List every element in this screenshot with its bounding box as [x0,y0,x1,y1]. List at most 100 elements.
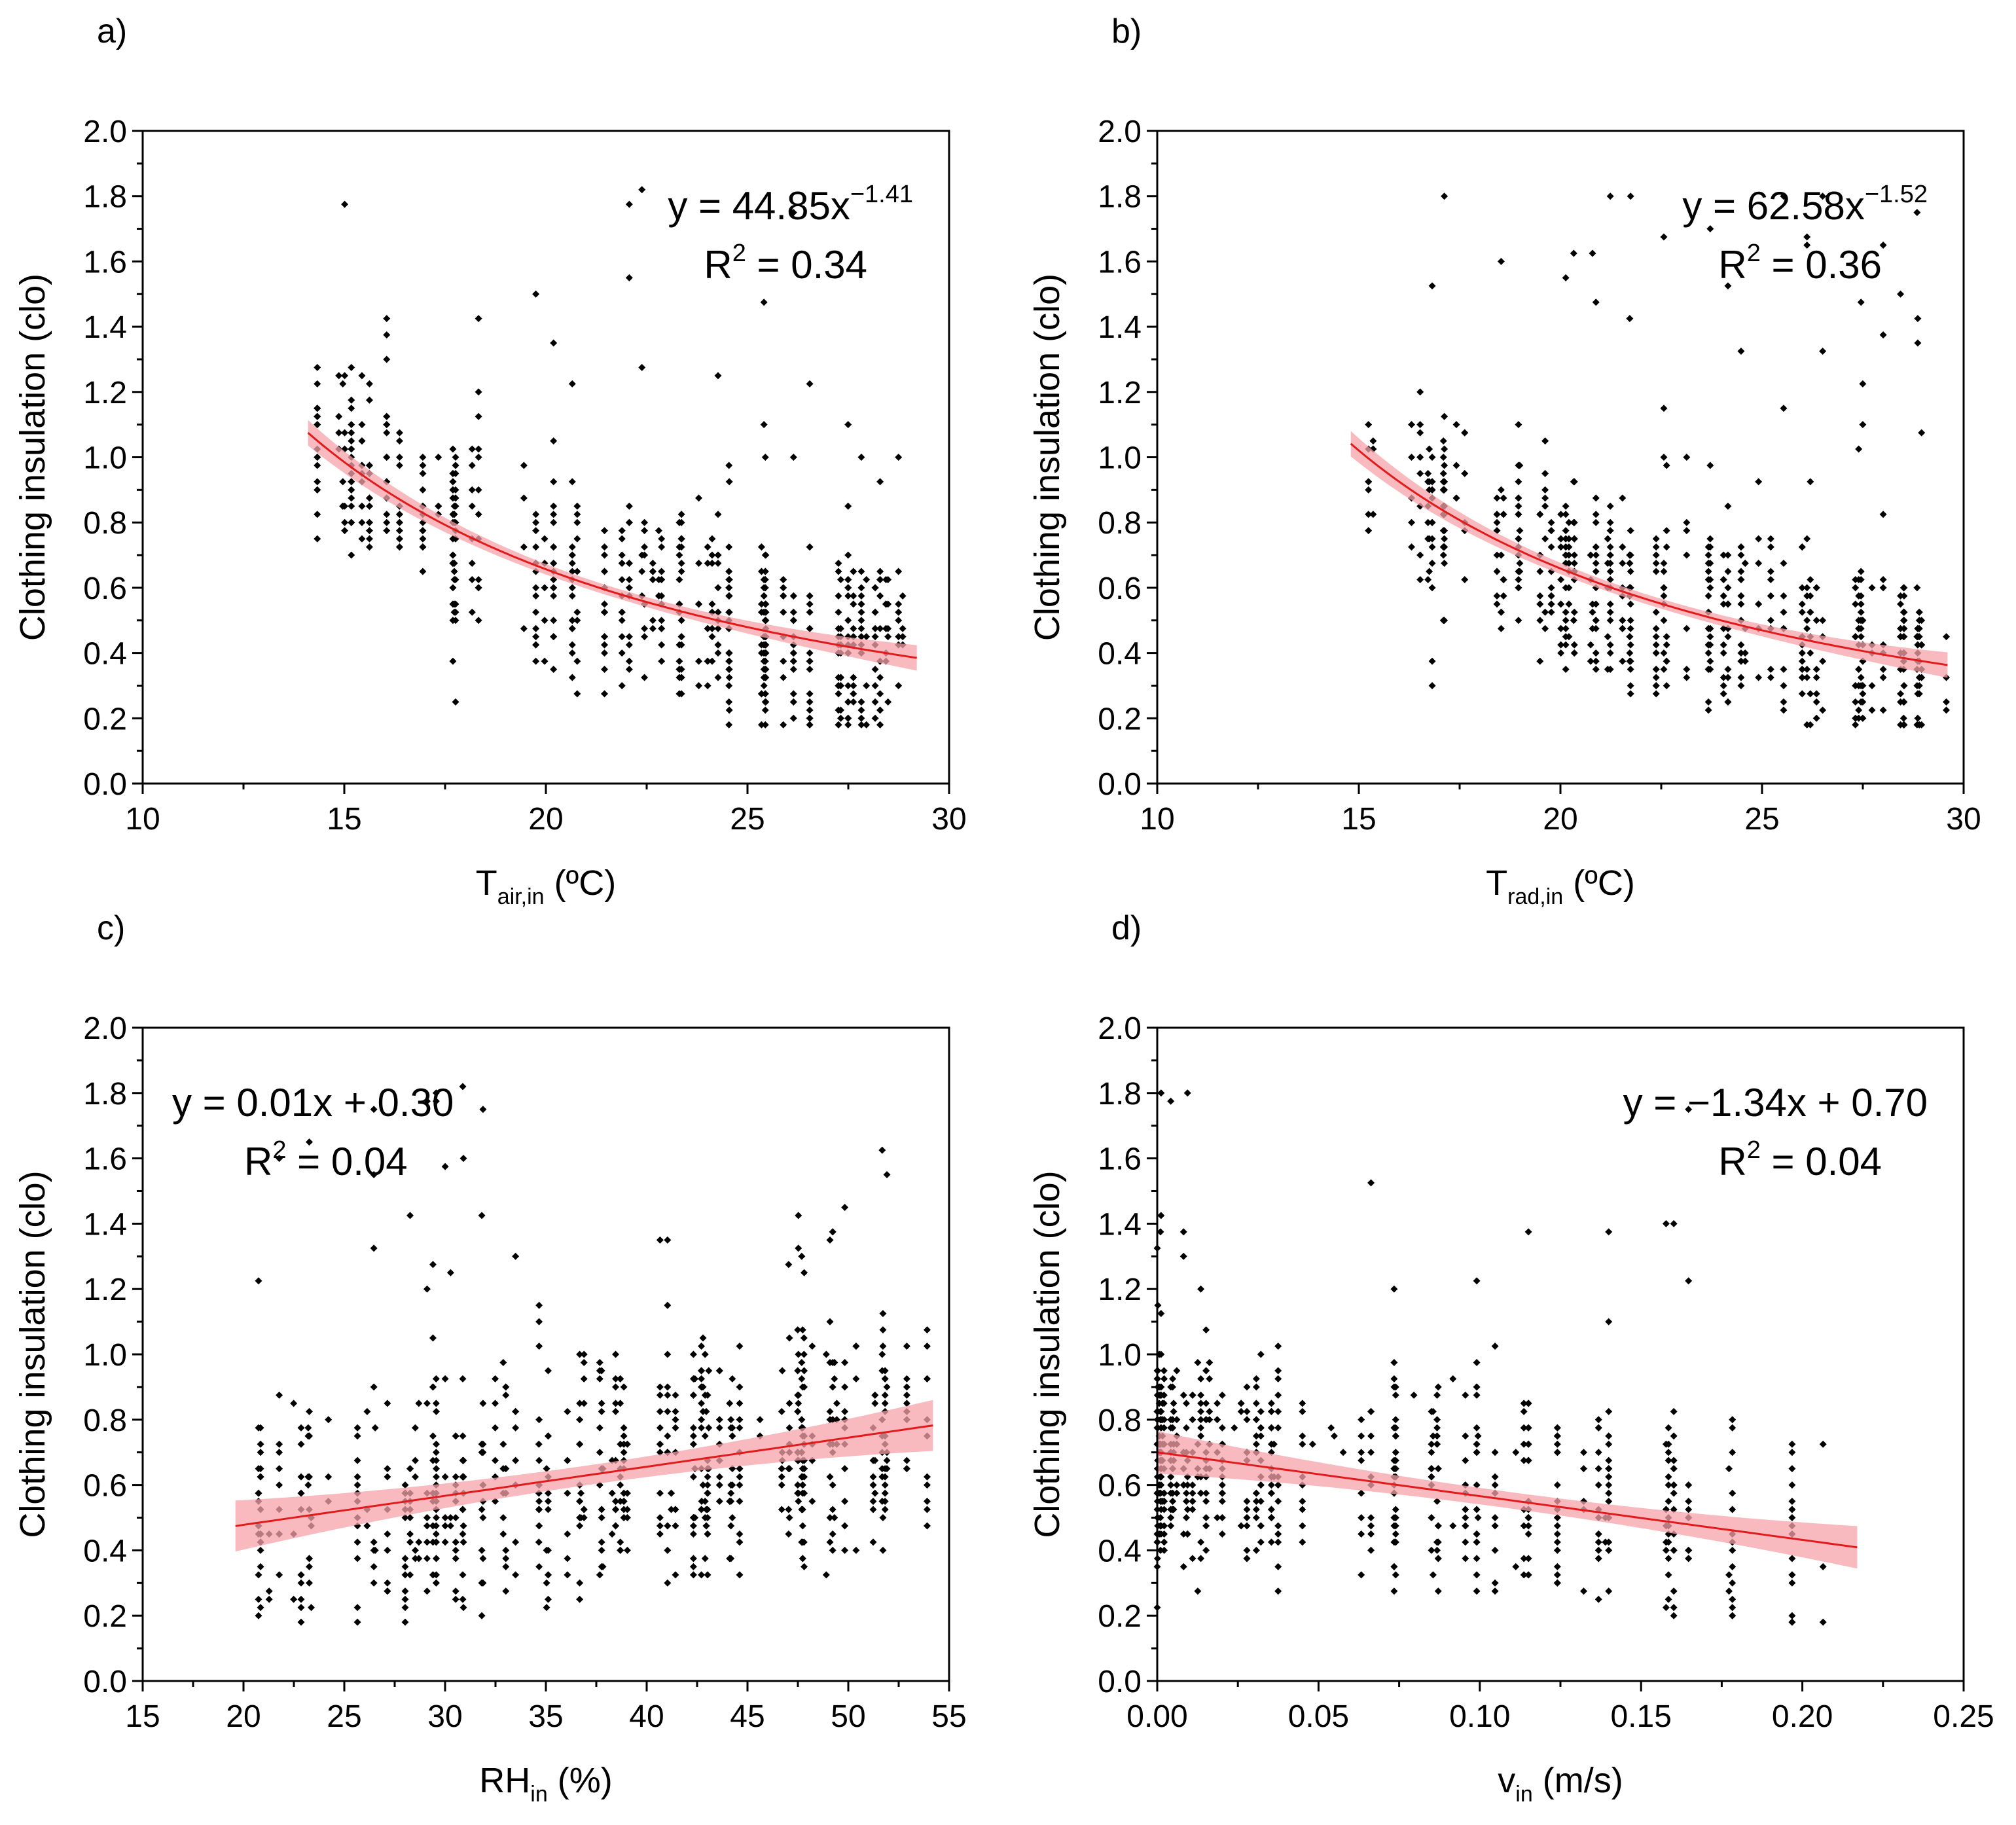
x-tick-label: 15 [125,1699,160,1734]
data-point [1547,527,1555,535]
data-point [532,624,540,632]
x-axis-label-main: v [1498,1761,1515,1800]
data-point [1257,1522,1265,1530]
data-point [608,1530,616,1538]
data-point [736,1538,744,1546]
data-point [1410,1391,1418,1399]
data-point [625,584,633,592]
data-point [1452,461,1460,469]
data-point [1524,1555,1532,1563]
data-point [729,1424,736,1432]
data-point [1358,1530,1365,1538]
data-point [1604,535,1611,543]
y-tick-label: 0.8 [83,506,127,541]
data-point [1737,674,1745,681]
data-point [512,1252,520,1260]
data-point [1605,1407,1613,1415]
data-point [1243,1498,1251,1506]
data-point [1788,1618,1796,1626]
data-point [306,1407,314,1415]
data-point [1197,1400,1205,1407]
confidence-band [1350,431,1948,678]
data-point [1670,1546,1678,1554]
data-point [371,1546,379,1554]
x-tick-label: 55 [931,1699,966,1734]
data-point [1683,527,1691,535]
data-point [871,1391,879,1399]
r-squared-value: = 0.04 [1761,1140,1882,1184]
data-point [1491,1546,1499,1554]
data-point [844,584,852,592]
data-point [879,1546,887,1554]
data-point [881,1375,889,1382]
data-point [794,1407,802,1415]
data-point [1157,1546,1164,1554]
data-point [598,1506,605,1513]
data-point [789,690,797,698]
fit-equation: y = −1.34x + 0.70 [1623,1081,1928,1125]
data-point [1365,511,1373,518]
data-point [618,681,626,689]
data-point [1663,681,1670,689]
data-point [801,1563,808,1570]
data-point [1183,1089,1191,1097]
data-point [857,706,865,714]
data-point [1812,617,1820,624]
data-point [837,681,844,689]
data-point [869,1481,877,1489]
data-point [1167,1514,1175,1521]
data-point [1592,560,1600,568]
data-point [1737,657,1745,665]
data-point [499,1530,507,1538]
data-point [1812,584,1820,592]
x-axis-label-unit: (%) [548,1761,613,1800]
data-point [1915,681,1923,689]
data-point [704,1391,711,1399]
data-point [1428,1514,1435,1521]
data-point [1819,706,1827,714]
data-point [850,698,857,706]
data-point [704,657,711,665]
data-point [1918,429,1926,437]
data-point [863,633,871,641]
panel-label: c) [97,909,125,947]
data-point [532,608,540,616]
data-point [727,1498,735,1506]
data-point [1724,502,1732,510]
data-point [1358,1432,1365,1440]
data-point [532,527,540,535]
data-point [1660,568,1668,575]
y-tick-label: 0.2 [1098,702,1142,736]
data-point [1365,478,1373,486]
data-point [257,1604,264,1612]
y-tick-label: 0.6 [1098,1469,1142,1504]
data-point [1428,518,1436,526]
data-point [276,1155,283,1163]
data-point [577,1489,585,1497]
data-point [1439,551,1447,559]
x-axis-label-sub: air,in [497,884,545,909]
data-point [1497,486,1505,494]
data-point [306,1432,314,1440]
data-point [502,1555,510,1563]
data-point [1670,1612,1678,1619]
data-point [806,698,814,706]
data-point [1416,421,1424,429]
data-point [800,1334,808,1342]
data-point [1167,1097,1175,1105]
data-point [1433,1391,1441,1399]
x-axis-label: vin (m/s) [1498,1761,1623,1807]
data-point [576,1498,584,1506]
data-point [658,535,666,543]
data-point [1570,478,1577,486]
data-point [1562,624,1570,632]
data-point [704,1473,711,1481]
data-point [1879,706,1887,714]
data-point [1565,600,1573,608]
data-point [1252,1432,1260,1440]
data-point [1520,1571,1528,1579]
data-point [1652,666,1660,674]
y-tick-label: 1.4 [83,310,127,345]
data-point [708,551,716,559]
data-point [459,1473,467,1481]
